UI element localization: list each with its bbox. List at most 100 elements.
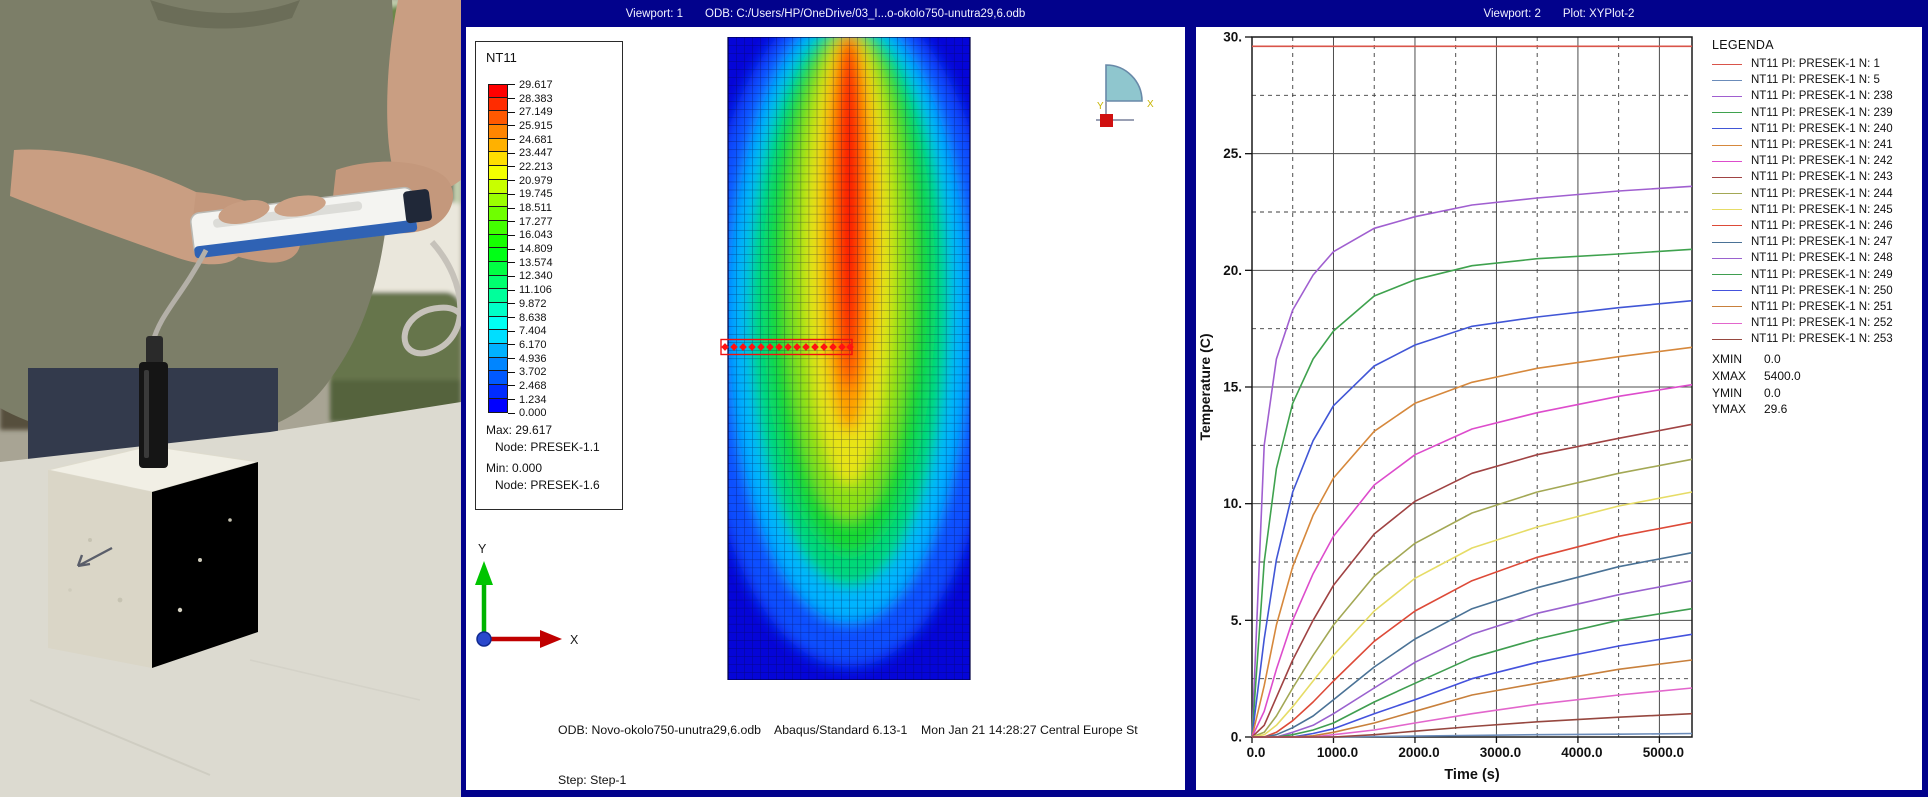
- colorbar-tick: 28.383: [508, 92, 553, 106]
- colorbar-band: [488, 398, 508, 413]
- colorbar-band: [488, 84, 508, 98]
- x-tick-label: 3000.0: [1480, 745, 1521, 760]
- legend-entry: NT11 PI: PRESEK-1 N: 241: [1712, 137, 1928, 153]
- legend-label: NT11 PI: PRESEK-1 N: 246: [1751, 219, 1893, 232]
- colorbar-tick: 12.340: [508, 270, 553, 284]
- legend-entry: NT11 PI: PRESEK-1 N: 246: [1712, 218, 1928, 234]
- viewport1-title: Viewport: 1: [625, 7, 684, 20]
- contour-min-node: Node: PRESEK-1.6: [495, 478, 600, 492]
- legend-swatch: [1712, 112, 1742, 114]
- legend-swatch: [1712, 225, 1742, 227]
- contour-max-label: Max: 29.617: [486, 423, 553, 437]
- contour-colorbar: [488, 84, 508, 413]
- series-line: [1252, 551, 1693, 738]
- legend-swatch: [1712, 274, 1742, 276]
- temperature-probe: [139, 336, 168, 468]
- colorbar-band: [488, 138, 508, 153]
- y-arrowhead: [475, 561, 493, 585]
- colorbar-tick: 9.872: [508, 297, 553, 311]
- colorbar-tick: 23.447: [508, 146, 553, 160]
- legend-label: NT11 PI: PRESEK-1 N: 243: [1751, 171, 1893, 184]
- viewport-1: Viewport: 1 ODB: C:/Users/HP/OneDrive/03…: [461, 0, 1190, 797]
- colorbar-tick: 27.149: [508, 105, 553, 119]
- contour-variable-label: NT11: [486, 50, 517, 65]
- legend-entry: NT11 PI: PRESEK-1 N: 243: [1712, 169, 1928, 185]
- x-tick-label: 2000.0: [1398, 745, 1439, 760]
- legend-label: NT11 PI: PRESEK-1 N: 241: [1751, 139, 1893, 152]
- colorbar-tick: 20.979: [508, 174, 553, 188]
- legend-entry: NT11 PI: PRESEK-1 N: 247: [1712, 234, 1928, 250]
- y-tick-label: 20.: [1223, 263, 1242, 278]
- colorbar-band: [488, 357, 508, 372]
- legend-swatch: [1712, 79, 1742, 81]
- colorbar-tick: 8.638: [508, 311, 553, 325]
- contour-legend-box: NT11 29.617 28.383 27.149 25.915 24.681 23.44…: [475, 41, 623, 510]
- series-line: [1252, 659, 1693, 738]
- series-line: [1252, 712, 1693, 738]
- viewport1-canvas[interactable]: NT11 29.617 28.383 27.149 25.915 24.681 23.44…: [466, 27, 1185, 790]
- legend-entry: NT11 PI: PRESEK-1 N: 250: [1712, 283, 1928, 299]
- viewport2-canvas[interactable]: 0. 5. 10. 15. 20. 25. 30. 0.0 1000.0 2000.0 3000.0…: [1196, 27, 1922, 790]
- colorbar-tick: 7.404: [508, 324, 553, 338]
- legend-swatch: [1712, 338, 1742, 340]
- colorbar-tick: 22.213: [508, 160, 553, 174]
- contour-colorbar-labels: 29.617 28.383 27.149 25.915 24.681 23.447 22.2…: [508, 78, 553, 420]
- y-axis-title: Temperature (C): [1197, 333, 1213, 440]
- experiment-photo: [0, 0, 464, 797]
- xy-plot-legend: LEGENDA NT11 PI: PRESEK-1 N: 1 NT11 PI: P…: [1712, 38, 1928, 347]
- legend-title: LEGENDA: [1712, 38, 1774, 52]
- viewport1-odb-path: ODB: C:/Users/HP/OneDrive/03_I...o-okolo…: [705, 7, 1026, 20]
- series-line: [1251, 185, 1693, 738]
- series-line: [1251, 383, 1693, 738]
- x-axis-title: Time (s): [1444, 767, 1500, 783]
- triad-y-label: Y: [478, 542, 487, 556]
- colorbar-band: [488, 97, 508, 112]
- axis-triad: Y X: [475, 542, 579, 648]
- legend-label: NT11 PI: PRESEK-1 N: 247: [1751, 236, 1893, 249]
- viewport-2: Viewport: 2 Plot: XYPlot-2 0. 5. 10. 15. 20.…: [1190, 0, 1928, 797]
- legend-label: NT11 PI: PRESEK-1 N: 245: [1751, 203, 1893, 216]
- viewport2-title: Viewport: 2: [1483, 7, 1541, 20]
- plot-stat-row: XMIN 0.0: [1712, 352, 1781, 366]
- legend-entry: NT11 PI: PRESEK-1 N: 242: [1712, 153, 1928, 169]
- colorbar-tick: 11.106: [508, 283, 553, 297]
- legend-label: NT11 PI: PRESEK-1 N: 249: [1751, 268, 1893, 281]
- legend-label: NT11 PI: PRESEK-1 N: 250: [1751, 284, 1893, 297]
- colorbar-band: [488, 289, 508, 303]
- colorbar-band: [488, 234, 508, 249]
- plot-stat-row: XMAX 5400.0: [1712, 368, 1801, 383]
- status-odb-line: ODB: Novo-okolo750-unutra29,6.odb Abaqus…: [558, 723, 1138, 737]
- x-arrowhead: [540, 630, 562, 648]
- legend-entry: NT11 PI: PRESEK-1 N: 252: [1712, 315, 1928, 331]
- xy-plot[interactable]: 0. 5. 10. 15. 20. 25. 30. 0.0 1000.0 2000.0 3000.0…: [1196, 27, 1922, 790]
- legend-label: NT11 PI: PRESEK-1 N: 251: [1751, 300, 1893, 313]
- fingers: [218, 199, 270, 225]
- legend-label: NT11 PI: PRESEK-1 N: 244: [1751, 187, 1893, 200]
- contour-maxmin: Max: 29.617 Node: PRESEK-1.1 Min: 0.000 …: [486, 422, 600, 494]
- colorbar-tick: 25.915: [508, 119, 553, 133]
- colorbar-tick: 6.170: [508, 338, 553, 352]
- x-tick-label: 1000.0: [1317, 745, 1358, 760]
- csys-compass-icon: Y X: [1096, 64, 1154, 127]
- legend-swatch: [1712, 322, 1742, 324]
- legend-entry: NT11 PI: PRESEK-1 N: 251: [1712, 299, 1928, 315]
- triad-x-label: X: [570, 633, 579, 647]
- legend-entry: NT11 PI: PRESEK-1 N: 253: [1712, 331, 1928, 347]
- colorbar-tick: 14.809: [508, 242, 553, 256]
- legend-label: NT11 PI: PRESEK-1 N: 240: [1751, 122, 1893, 135]
- x-tick-label: 5000.0: [1643, 745, 1684, 760]
- viewport2-plot-name: Plot: XYPlot-2: [1562, 7, 1635, 20]
- legend-entry: NT11 PI: PRESEK-1 N: 245: [1712, 202, 1928, 218]
- legend-entry: NT11 PI: PRESEK-1 N: 240: [1712, 121, 1928, 137]
- y-tick-label: 25.: [1223, 146, 1242, 161]
- legend-swatch: [1712, 160, 1742, 162]
- contour-mesh[interactable]: [713, 37, 975, 680]
- y-tick-label: 10.: [1223, 496, 1242, 511]
- series-line: [1251, 491, 1693, 738]
- origin-sphere: [476, 631, 492, 647]
- legend-label: NT11 PI: PRESEK-1 N: 239: [1751, 106, 1893, 119]
- legend-swatch: [1712, 209, 1742, 211]
- xy-plot-stats: XMIN 0.0 XMAX 5400.0 YMIN 0.0 YMAX 29.6: [1712, 352, 1801, 419]
- legend-entry: NT11 PI: PRESEK-1 N: 248: [1712, 250, 1928, 266]
